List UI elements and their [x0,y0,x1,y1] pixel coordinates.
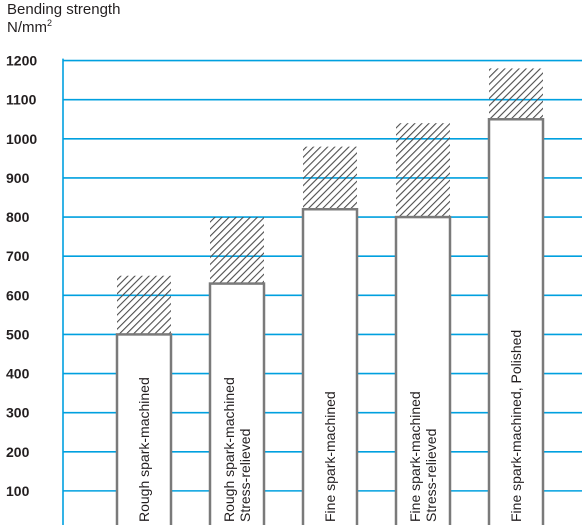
bar-range-4 [396,123,450,218]
bar-label-2-1: Rough spark-machined [221,377,237,522]
bars: Rough spark-machined Rough spark-machined… [115,68,545,525]
bar-range-3 [303,146,357,210]
y-tick-label-1200: 1200 [6,53,37,69]
y-tick-label-800: 800 [6,209,30,225]
y-tick-label-300: 300 [6,405,30,421]
y-axis-title: Bending strength [7,1,121,18]
bar-3 [301,207,359,525]
bar-4 [394,215,452,525]
y-tick-label-1100: 1100 [6,92,37,108]
bar-range-2 [210,217,264,284]
bar-5 [487,118,545,525]
bar-label-4-2: Stress-relieved [423,429,439,522]
bar-range-1 [117,275,171,335]
y-tick-label-600: 600 [6,287,30,303]
y-tick-label-900: 900 [6,170,30,186]
y-tick-label-700: 700 [6,248,30,264]
y-tick-label-200: 200 [6,444,30,460]
bar-label-2-2: Stress-relieved [237,429,253,522]
bar-label-5-1: Fine spark-machined, Polished [508,330,524,522]
y-axis: 0 100 200 300 400 500 600 700 800 900 1000 1100 1200 [6,53,64,525]
bar-label-1-1: Rough spark-machined [136,377,152,522]
y-tick-label-400: 400 [6,366,30,382]
y-tick-label-100: 100 [6,483,30,499]
bar-1 [115,333,173,525]
y-axis-unit: N/mm2 [7,18,53,37]
bar-2 [208,282,266,525]
y-tick-label-500: 500 [6,326,30,342]
bar-label-3-1: Fine spark-machined [322,391,338,522]
y-tick-label-1000: 1000 [6,131,37,147]
bar-range-5 [489,68,543,120]
y-tick-label-0: 0 [6,522,14,525]
bar-label-4-1: Fine spark-machined [407,391,423,522]
